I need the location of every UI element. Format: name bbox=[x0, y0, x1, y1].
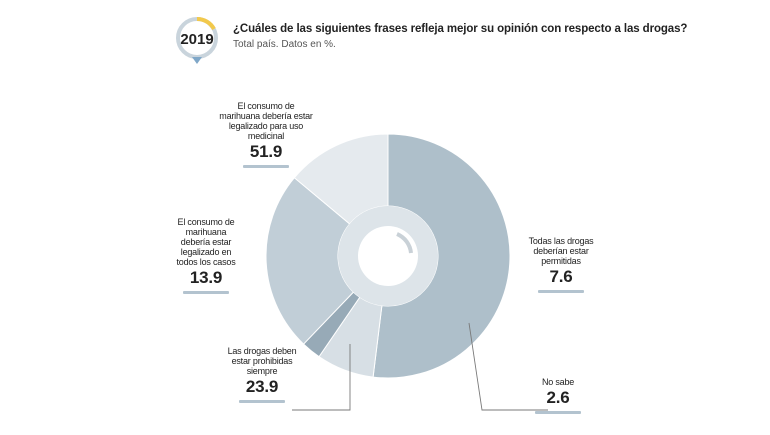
chart-title: ¿Cuáles de las siguientes frases refleja… bbox=[233, 23, 688, 35]
leader-line-prohibidas bbox=[292, 344, 351, 411]
label-medicinal: El consumo de marihuana debería estar le… bbox=[218, 101, 314, 168]
underline-prohibidas bbox=[239, 400, 285, 403]
value-permitidas: 7.6 bbox=[549, 267, 573, 286]
label-medicinal-text: El consumo de marihuana debería estar le… bbox=[219, 101, 313, 141]
leader-lines bbox=[292, 322, 548, 411]
underline-permitidas bbox=[538, 290, 584, 293]
value-medicinal: 51.9 bbox=[249, 142, 283, 161]
underline-no-sabe bbox=[535, 411, 581, 414]
underline-medicinal bbox=[243, 165, 289, 168]
year-badge-pin bbox=[192, 57, 202, 64]
underline-todos-los-casos bbox=[183, 291, 229, 294]
donut-hole-accent bbox=[396, 232, 413, 254]
label-prohibidas-text: Las drogas deben estar prohibidas siempr… bbox=[227, 346, 297, 376]
label-no-sabe-text: No sabe bbox=[541, 377, 575, 387]
leader-line-no-sabe bbox=[468, 322, 548, 411]
value-prohibidas: 23.9 bbox=[245, 377, 279, 396]
label-todos-los-casos: El consumo de marihuana debería estar le… bbox=[170, 217, 242, 294]
label-todos-los-casos-text: El consumo de marihuana debería estar le… bbox=[176, 217, 236, 267]
donut-slices bbox=[265, 133, 511, 379]
year-badge: 2019 bbox=[176, 16, 218, 64]
label-prohibidas: Las drogas deben estar prohibidas siempr… bbox=[226, 346, 298, 403]
label-permitidas-text: Todas las drogas deberían estar permitid… bbox=[528, 236, 594, 266]
label-no-sabe: No sabe 2.6 bbox=[530, 377, 586, 414]
slice-medicinal bbox=[372, 133, 511, 379]
year-badge-accent bbox=[196, 16, 216, 31]
label-permitidas: Todas las drogas deberían estar permitid… bbox=[523, 236, 599, 293]
year-badge-text: 2019 bbox=[180, 31, 213, 48]
value-todos-los-casos: 13.9 bbox=[189, 268, 223, 287]
value-no-sabe: 2.6 bbox=[546, 388, 570, 407]
chart-subtitle: Total país. Datos en %. bbox=[233, 39, 336, 50]
donut-hole bbox=[358, 226, 418, 286]
